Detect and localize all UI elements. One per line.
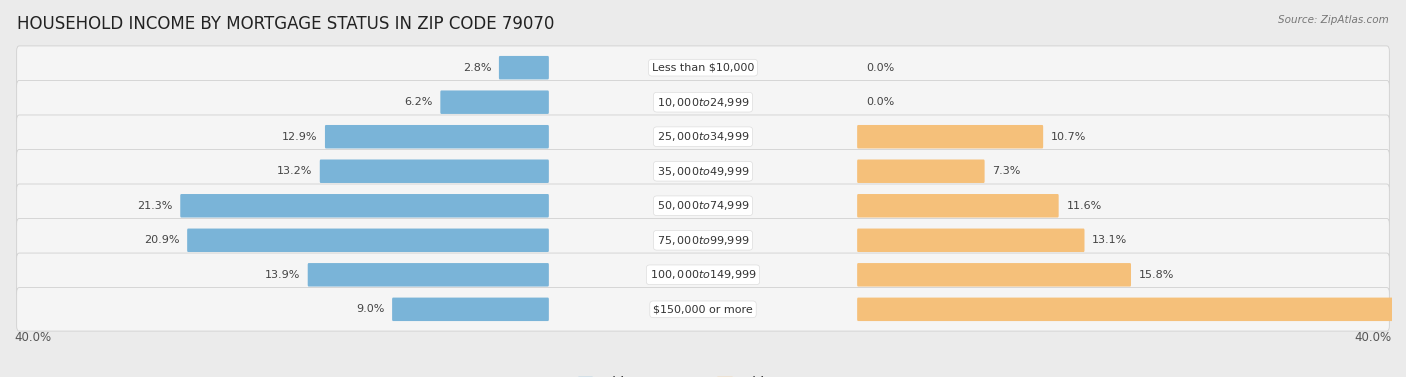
FancyBboxPatch shape <box>440 90 548 114</box>
Legend: Without Mortgage, With Mortgage: Without Mortgage, With Mortgage <box>578 376 828 377</box>
Text: 40.0%: 40.0% <box>14 331 51 344</box>
FancyBboxPatch shape <box>858 263 1130 287</box>
Text: 40.0%: 40.0% <box>1355 331 1392 344</box>
FancyBboxPatch shape <box>17 288 1389 331</box>
FancyBboxPatch shape <box>858 228 1084 252</box>
Text: 9.0%: 9.0% <box>356 304 384 314</box>
Text: 2.8%: 2.8% <box>463 63 491 73</box>
FancyBboxPatch shape <box>858 297 1406 321</box>
Text: 7.3%: 7.3% <box>993 166 1021 176</box>
FancyBboxPatch shape <box>858 125 1043 149</box>
Text: 13.9%: 13.9% <box>264 270 299 280</box>
Text: Source: ZipAtlas.com: Source: ZipAtlas.com <box>1278 15 1389 25</box>
FancyBboxPatch shape <box>17 115 1389 158</box>
Text: 13.1%: 13.1% <box>1092 235 1128 245</box>
FancyBboxPatch shape <box>499 56 548 80</box>
Text: $25,000 to $34,999: $25,000 to $34,999 <box>657 130 749 143</box>
FancyBboxPatch shape <box>392 297 548 321</box>
FancyBboxPatch shape <box>325 125 548 149</box>
Text: $10,000 to $24,999: $10,000 to $24,999 <box>657 96 749 109</box>
FancyBboxPatch shape <box>17 219 1389 262</box>
FancyBboxPatch shape <box>17 150 1389 193</box>
Text: 15.8%: 15.8% <box>1139 270 1174 280</box>
Text: 13.2%: 13.2% <box>277 166 312 176</box>
Text: 0.0%: 0.0% <box>866 63 894 73</box>
Text: $35,000 to $49,999: $35,000 to $49,999 <box>657 165 749 178</box>
Text: 11.6%: 11.6% <box>1066 201 1102 211</box>
Text: $75,000 to $99,999: $75,000 to $99,999 <box>657 234 749 247</box>
FancyBboxPatch shape <box>17 80 1389 124</box>
FancyBboxPatch shape <box>319 159 548 183</box>
Text: 20.9%: 20.9% <box>143 235 180 245</box>
Text: 21.3%: 21.3% <box>138 201 173 211</box>
Text: 12.9%: 12.9% <box>281 132 318 142</box>
Text: $100,000 to $149,999: $100,000 to $149,999 <box>650 268 756 281</box>
FancyBboxPatch shape <box>17 46 1389 89</box>
FancyBboxPatch shape <box>308 263 548 287</box>
Text: $50,000 to $74,999: $50,000 to $74,999 <box>657 199 749 212</box>
Text: HOUSEHOLD INCOME BY MORTGAGE STATUS IN ZIP CODE 79070: HOUSEHOLD INCOME BY MORTGAGE STATUS IN Z… <box>17 15 554 33</box>
Text: 0.0%: 0.0% <box>866 97 894 107</box>
Text: $150,000 or more: $150,000 or more <box>654 304 752 314</box>
Text: 10.7%: 10.7% <box>1050 132 1087 142</box>
FancyBboxPatch shape <box>17 184 1389 227</box>
Text: 6.2%: 6.2% <box>404 97 433 107</box>
FancyBboxPatch shape <box>180 194 548 218</box>
FancyBboxPatch shape <box>858 159 984 183</box>
FancyBboxPatch shape <box>858 194 1059 218</box>
FancyBboxPatch shape <box>187 228 548 252</box>
Text: Less than $10,000: Less than $10,000 <box>652 63 754 73</box>
FancyBboxPatch shape <box>17 253 1389 297</box>
